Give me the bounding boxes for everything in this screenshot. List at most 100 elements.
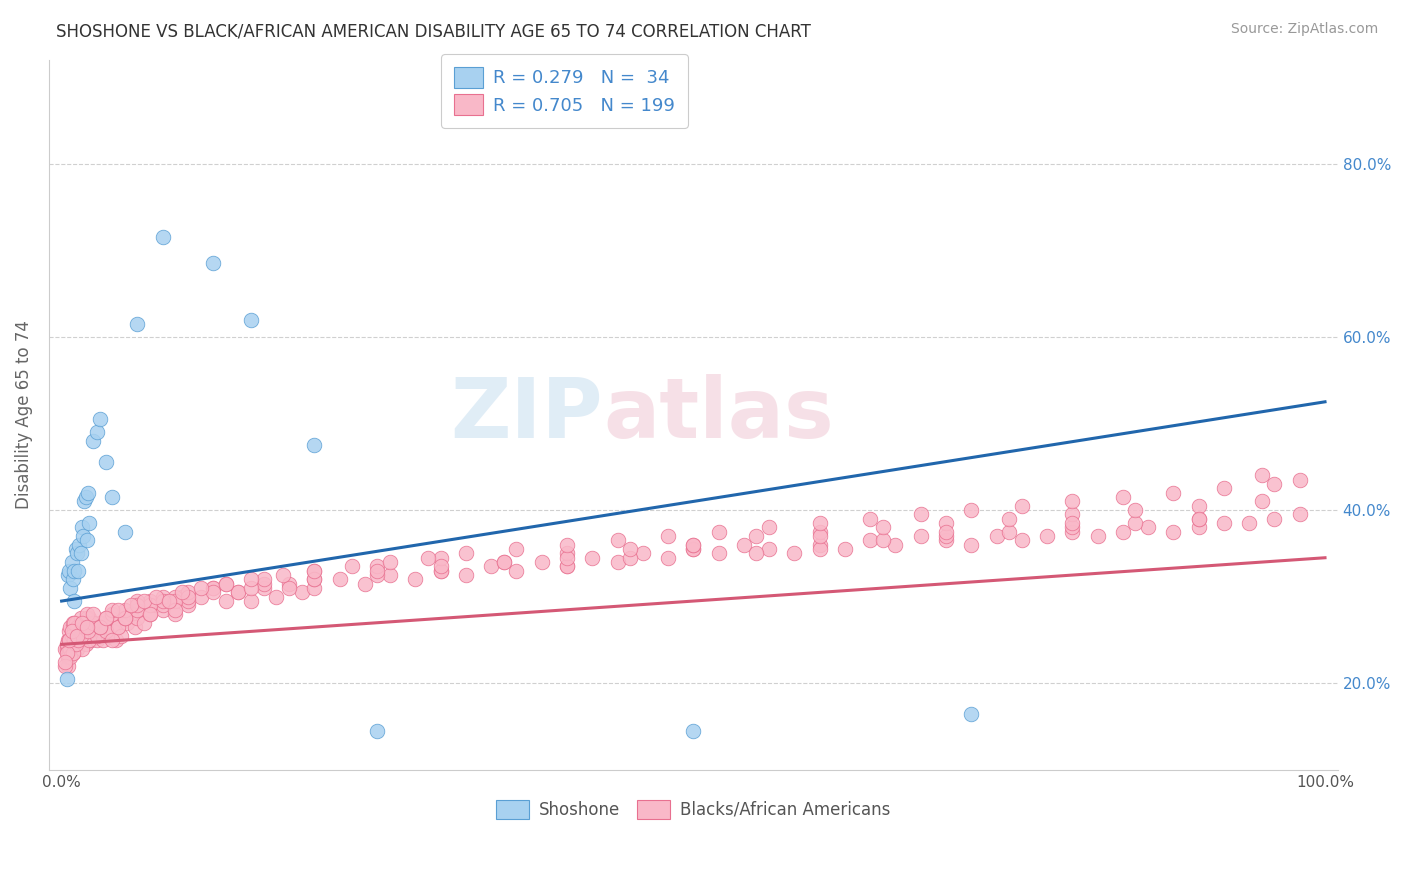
Point <box>76 607 98 621</box>
Point <box>114 611 136 625</box>
Point <box>101 607 124 621</box>
Point <box>94 624 117 639</box>
Point <box>682 542 704 557</box>
Point <box>165 594 187 608</box>
Point <box>278 576 301 591</box>
Point <box>94 611 117 625</box>
Point <box>177 590 200 604</box>
Point <box>65 542 87 557</box>
Point <box>66 620 89 634</box>
Point <box>67 633 90 648</box>
Point <box>165 603 187 617</box>
Point <box>240 581 263 595</box>
Point <box>177 594 200 608</box>
Point <box>758 520 780 534</box>
Point <box>1011 499 1033 513</box>
Point <box>73 629 96 643</box>
Point <box>872 533 894 548</box>
Point <box>998 512 1021 526</box>
Point <box>89 629 111 643</box>
Point <box>60 629 83 643</box>
Point <box>329 573 352 587</box>
Point <box>1137 520 1160 534</box>
Point <box>190 590 212 604</box>
Point <box>56 650 79 665</box>
Point <box>1263 477 1285 491</box>
Point <box>215 576 238 591</box>
Point <box>127 611 149 625</box>
Point <box>304 438 326 452</box>
Point <box>59 650 82 665</box>
Point <box>1188 499 1211 513</box>
Point <box>1011 533 1033 548</box>
Point <box>66 629 89 643</box>
Point <box>202 256 225 270</box>
Point <box>67 629 90 643</box>
Point <box>366 568 388 582</box>
Point <box>66 641 89 656</box>
Point <box>157 594 180 608</box>
Point <box>808 538 831 552</box>
Point <box>77 624 100 639</box>
Point <box>960 538 983 552</box>
Point <box>619 550 641 565</box>
Point <box>1213 516 1236 530</box>
Point <box>79 611 101 625</box>
Point <box>291 585 314 599</box>
Point <box>170 590 193 604</box>
Point <box>84 624 107 639</box>
Point <box>127 317 149 331</box>
Point <box>429 564 451 578</box>
Point <box>707 546 730 560</box>
Point <box>733 538 755 552</box>
Point <box>94 620 117 634</box>
Point <box>87 620 110 634</box>
Point <box>152 599 174 613</box>
Point <box>555 559 578 574</box>
Legend: Shoshone, Blacks/African Americans: Shoshone, Blacks/African Americans <box>489 793 897 826</box>
Point <box>170 585 193 599</box>
Point <box>960 503 983 517</box>
Point <box>682 538 704 552</box>
Point <box>1112 524 1135 539</box>
Point <box>253 573 276 587</box>
Point <box>783 546 806 560</box>
Point <box>110 629 132 643</box>
Point <box>152 594 174 608</box>
Point <box>73 624 96 639</box>
Point <box>935 529 957 543</box>
Point <box>82 615 104 630</box>
Point <box>606 533 628 548</box>
Y-axis label: Disability Age 65 to 74: Disability Age 65 to 74 <box>15 320 32 509</box>
Point <box>76 620 98 634</box>
Point <box>100 611 122 625</box>
Point <box>63 594 86 608</box>
Point <box>76 533 98 548</box>
Point <box>77 624 100 639</box>
Point <box>132 594 155 608</box>
Point <box>215 576 238 591</box>
Point <box>56 659 79 673</box>
Point <box>631 546 654 560</box>
Point <box>1263 512 1285 526</box>
Point <box>63 564 86 578</box>
Point <box>89 620 111 634</box>
Point <box>152 230 174 244</box>
Point <box>75 490 97 504</box>
Point <box>304 564 326 578</box>
Point <box>82 620 104 634</box>
Point <box>935 516 957 530</box>
Point <box>657 529 679 543</box>
Point <box>177 585 200 599</box>
Point <box>101 490 124 504</box>
Point <box>63 633 86 648</box>
Point <box>935 524 957 539</box>
Point <box>82 629 104 643</box>
Point <box>555 559 578 574</box>
Point <box>304 573 326 587</box>
Point <box>86 629 108 643</box>
Point <box>1125 503 1147 517</box>
Point <box>55 637 77 651</box>
Point <box>69 611 91 625</box>
Point <box>960 706 983 721</box>
